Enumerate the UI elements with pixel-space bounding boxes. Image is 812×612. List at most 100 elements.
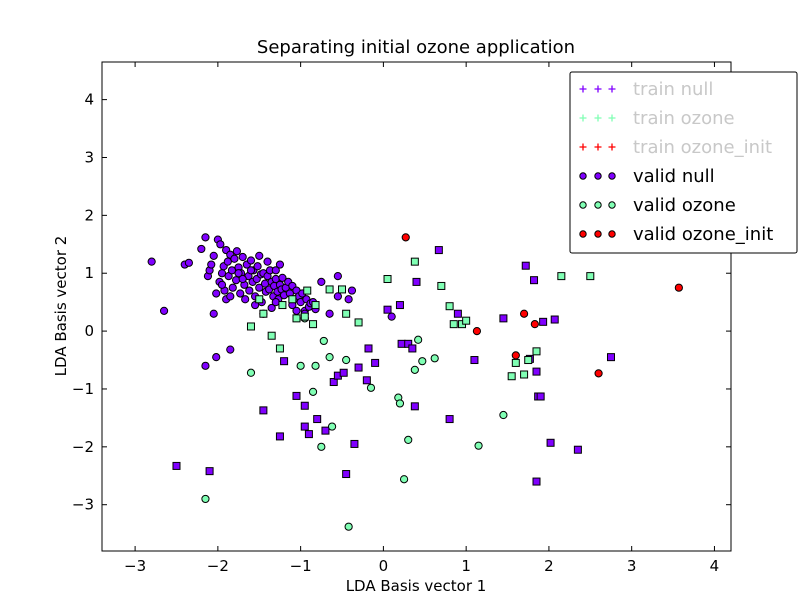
data-point-square	[532, 347, 541, 356]
data-point-square	[292, 391, 301, 400]
data-point-circle	[246, 266, 256, 275]
data-point-square	[511, 358, 520, 367]
data-point-circle	[410, 365, 419, 374]
legend-plus-marker	[608, 85, 616, 93]
data-point-square	[449, 320, 458, 329]
data-point-circle	[207, 260, 216, 269]
y-tick-label: −2	[72, 438, 94, 456]
data-point-circle	[197, 244, 206, 254]
data-point-square	[313, 415, 322, 424]
data-point-square	[255, 295, 264, 304]
data-point-square	[408, 344, 417, 353]
data-point-square	[383, 305, 392, 314]
legend-label: train ozone	[633, 108, 735, 129]
data-point-circle	[263, 257, 272, 266]
data-point-circle	[159, 306, 169, 315]
data-point-circle	[184, 258, 194, 267]
data-point-circle	[217, 280, 227, 289]
data-point-square	[300, 401, 309, 410]
legend-circle-marker	[608, 201, 616, 209]
data-point-square	[259, 309, 268, 318]
data-point-circle	[674, 283, 683, 292]
data-point-square	[470, 356, 479, 365]
legend-plus-marker	[579, 143, 587, 151]
data-point-circle	[327, 422, 337, 431]
data-point-square	[354, 318, 363, 327]
data-point-square	[339, 368, 348, 377]
axis-ticks: −3 −2 −1 0 1 2 3 4 −3 −2 −1 0 1 2 3 4	[72, 62, 731, 575]
data-point-circle	[212, 289, 221, 298]
data-point-square	[445, 415, 454, 424]
data-point-circle	[226, 345, 235, 354]
data-point-circle	[147, 257, 156, 266]
data-point-square	[462, 316, 471, 325]
data-point-circle	[246, 368, 256, 377]
data-point-square	[300, 312, 309, 321]
data-point-square	[536, 392, 545, 401]
data-point-circle	[201, 361, 210, 370]
data-point-square	[267, 331, 276, 340]
data-point-circle	[201, 233, 210, 242]
data-point-square	[530, 276, 539, 285]
data-point-circle	[325, 353, 334, 362]
data-point-square	[278, 301, 287, 310]
data-point-circle	[333, 292, 342, 301]
data-point-square	[311, 301, 320, 310]
data-point-square	[309, 320, 318, 329]
data-point-circle	[472, 326, 482, 336]
legend-plus-marker	[594, 143, 602, 151]
x-tick-label: 0	[379, 557, 389, 575]
data-point-square	[395, 301, 404, 310]
data-point-circle	[418, 357, 427, 366]
legend-circle-marker	[579, 230, 587, 238]
legend-label: valid ozone	[633, 195, 736, 216]
data-point-circle	[267, 303, 276, 313]
data-point-square	[342, 470, 351, 479]
data-point-circle	[404, 435, 413, 444]
data-point-square	[410, 402, 419, 411]
data-point-square	[606, 353, 615, 362]
legend-plus-marker	[579, 85, 587, 93]
data-point-square	[342, 309, 351, 318]
data-point-circle	[209, 309, 218, 318]
x-tick-label: −3	[124, 557, 146, 575]
data-point-circle	[209, 251, 218, 260]
data-point-square	[362, 376, 371, 385]
data-point-square	[445, 302, 454, 311]
data-point-circle	[238, 252, 247, 262]
data-point-square	[304, 430, 313, 439]
data-point-square	[453, 309, 462, 318]
legend-label: train null	[633, 79, 713, 100]
data-point-circle	[311, 361, 320, 370]
data-point-circle	[430, 354, 439, 363]
data-point-circle	[275, 260, 285, 269]
data-point-circle	[278, 273, 287, 282]
data-point-circle	[387, 312, 396, 321]
data-point-square	[288, 295, 297, 304]
data-point-square	[300, 422, 309, 431]
data-point-circle	[201, 494, 210, 504]
legend-circle-marker	[579, 172, 587, 180]
data-point-square	[434, 246, 443, 255]
data-point-square	[539, 317, 548, 326]
data-point-square	[557, 272, 566, 281]
legend-label: valid ozone_init	[633, 224, 773, 245]
plot-frame	[101, 61, 732, 552]
data-point-square	[303, 286, 312, 295]
data-point-circle	[499, 410, 508, 420]
data-point-circle	[344, 295, 353, 304]
data-point-square	[586, 272, 595, 281]
data-point-square	[275, 344, 284, 353]
data-point-square	[412, 277, 421, 286]
legend: train null train ozone train ozone_initval…	[569, 71, 798, 254]
data-point-square	[325, 285, 334, 294]
data-point-square	[371, 358, 380, 367]
data-point-circle	[255, 251, 264, 260]
data-point-circle	[223, 257, 232, 266]
y-tick-label: −3	[72, 496, 94, 514]
data-point-square	[437, 281, 446, 290]
data-point-square	[292, 314, 301, 323]
x-tick-label: 1	[461, 557, 471, 575]
data-point-circle	[216, 240, 225, 249]
data-point-circle	[342, 355, 351, 365]
